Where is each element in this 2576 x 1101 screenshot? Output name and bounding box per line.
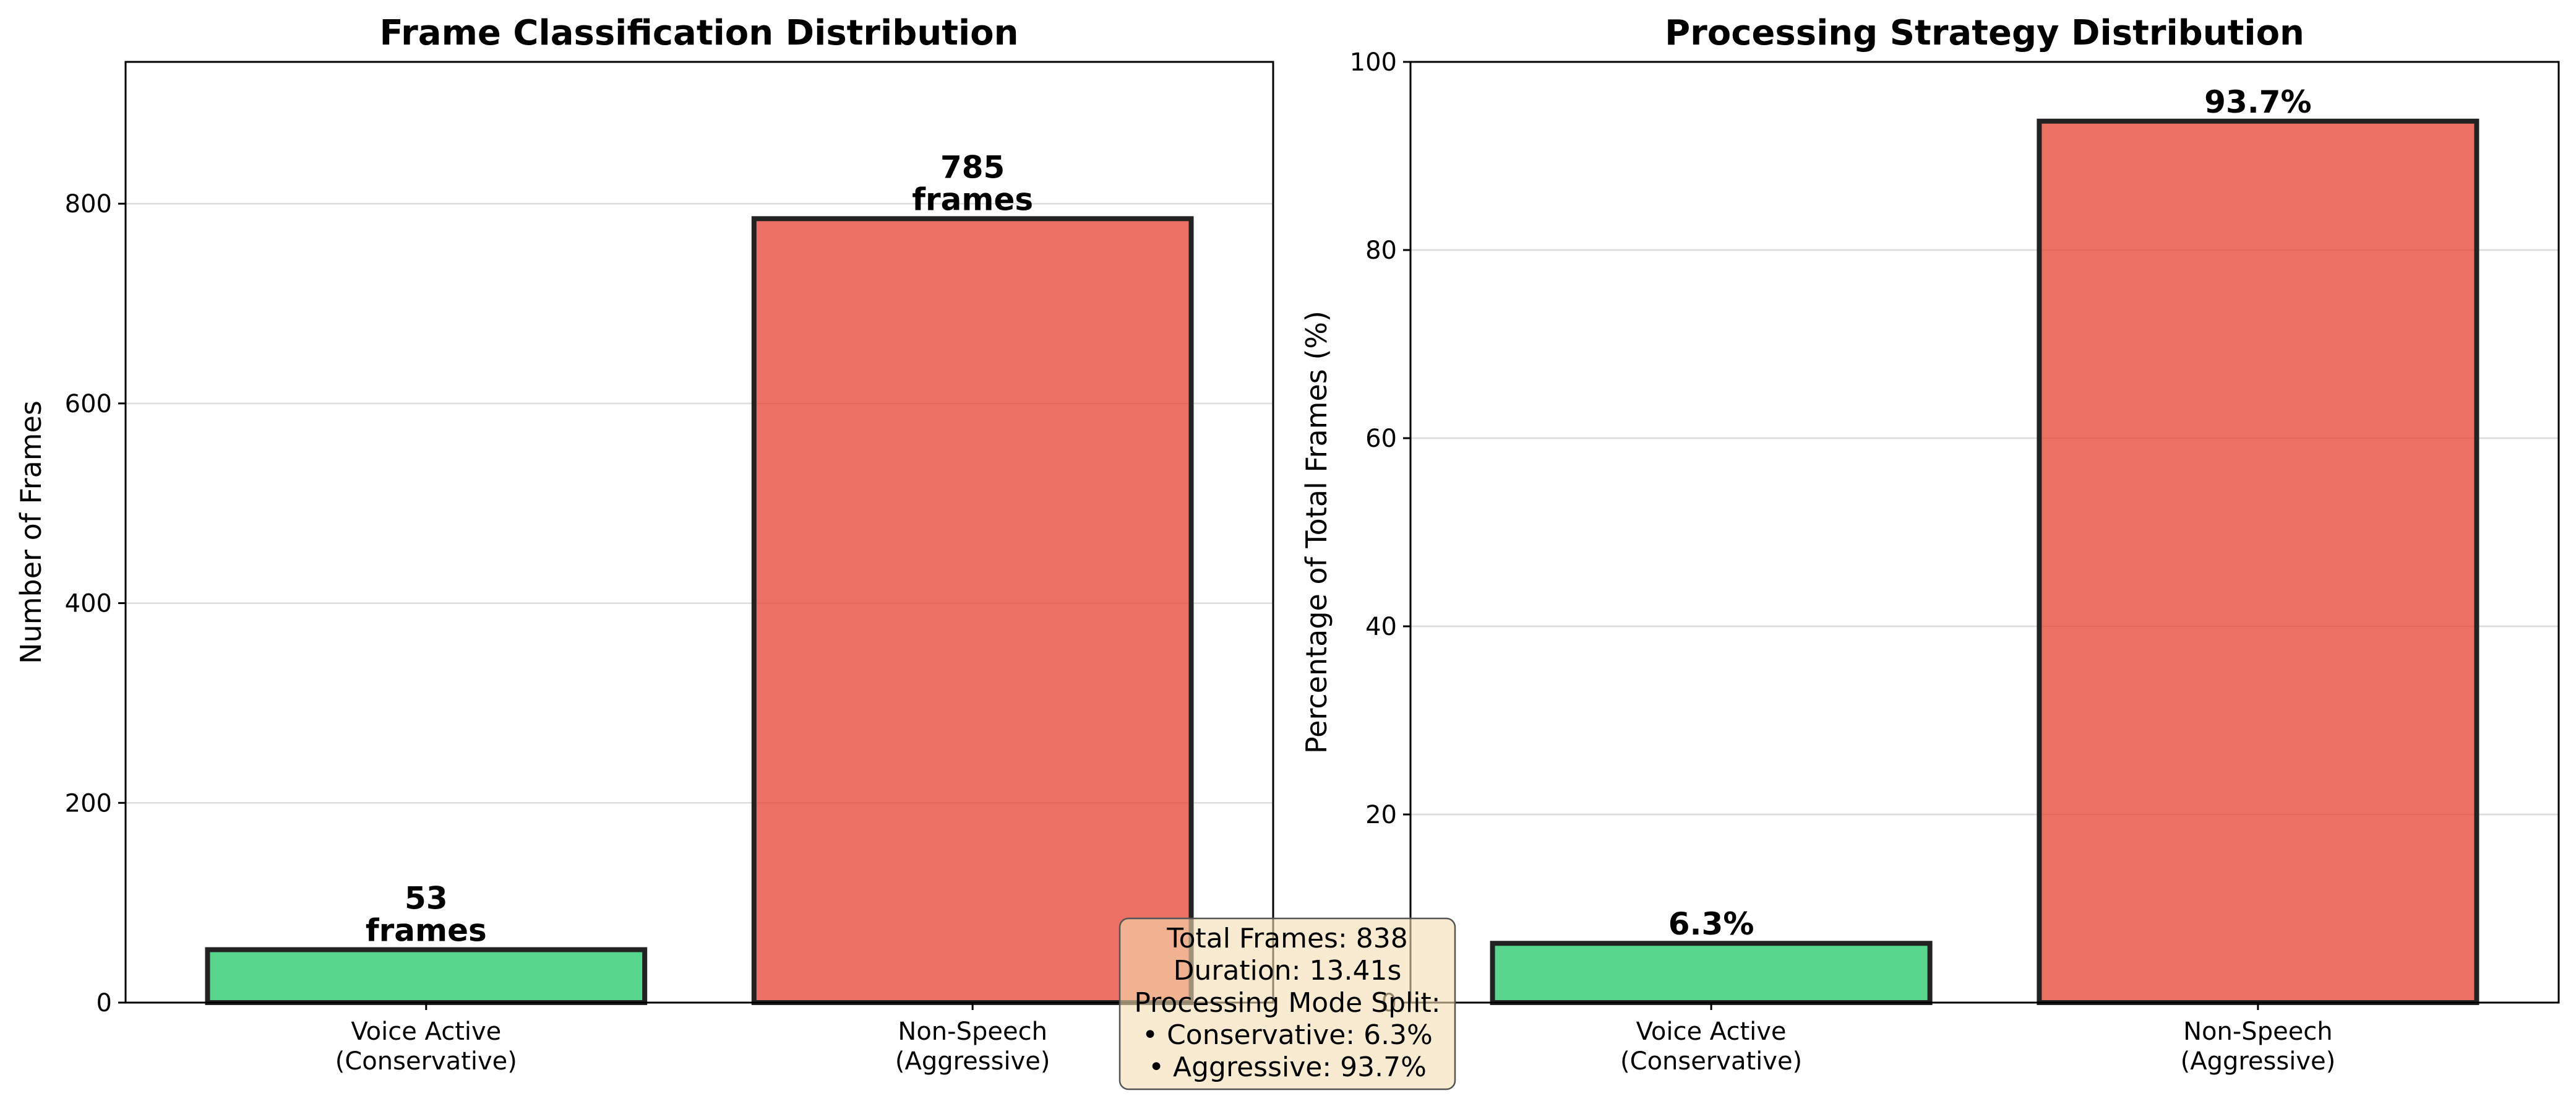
x-ticks: Voice Active(Conservative) Non-Speech(Agg… (335, 1003, 1050, 1076)
chart-title: Frame Classification Distribution (380, 13, 1019, 53)
chart-frame-classification: Frame Classification Distribution Number… (14, 13, 1274, 1076)
summary-box: Total Frames: 838 Duration: 13.41s Proce… (1118, 917, 1456, 1090)
data-labels: 6.3% 93.7% (1668, 84, 2312, 942)
y-tick-label: 20 (1365, 801, 1397, 829)
y-tick-label: 60 (1365, 425, 1397, 453)
y-tick-label: 0 (97, 989, 112, 1017)
x-tick-label: (Conservative) (335, 1047, 517, 1076)
y-axis-label: Percentage of Total Frames (%) (1300, 311, 1333, 754)
x-tick-label: Non-Speech (898, 1017, 1047, 1046)
bar (205, 947, 648, 1006)
chart-title: Processing Strategy Distribution (1665, 13, 2304, 53)
summary-line: Duration: 13.41s (1174, 955, 1402, 987)
plot-area-frame (124, 61, 1274, 1004)
x-tick-label: (Conservative) (1620, 1047, 1802, 1076)
data-label: 93.7% (2204, 84, 2311, 120)
x-tick-label: Non-Speech (2183, 1017, 2333, 1046)
summary-box-background (1118, 917, 1456, 1090)
y-tick-label: 200 (65, 789, 112, 818)
x-tick-label: Voice Active (351, 1017, 501, 1046)
data-label: 53 (405, 880, 448, 916)
bar (1490, 941, 1933, 1005)
plot-area-frame (1409, 61, 2560, 1004)
summary-line: • Conservative: 6.3% (1142, 1019, 1433, 1051)
summary-line: Processing Mode Split: (1134, 987, 1440, 1019)
y-tick-label: 600 (65, 390, 112, 418)
chart-processing-strategy: Processing Strategy Distribution Percent… (1300, 13, 2560, 1076)
x-tick-label: (Aggressive) (895, 1047, 1050, 1076)
x-tick-label: Voice Active (1636, 1017, 1787, 1046)
summary-line: • Aggressive: 93.7% (1148, 1051, 1427, 1083)
data-label: 785 (940, 149, 1005, 185)
summary-line: Total Frames: 838 (1166, 923, 1408, 954)
bar (751, 216, 1194, 1005)
y-tick-label: 100 (1350, 48, 1397, 77)
y-ticks: 020406080100 (1350, 48, 1410, 1017)
data-label: 6.3% (1668, 906, 1754, 942)
x-ticks: Voice Active(Conservative) Non-Speech(Agg… (1620, 1003, 2335, 1076)
data-label: frames (366, 912, 487, 948)
bars (205, 216, 1194, 1006)
x-tick-label: (Aggressive) (2181, 1047, 2336, 1076)
y-axis-label: Number of Frames (14, 400, 48, 664)
data-label: frames (912, 181, 1033, 217)
y-tick-label: 400 (65, 590, 112, 618)
y-tick-label: 80 (1365, 236, 1397, 265)
y-tick-label: 40 (1365, 613, 1397, 641)
y-tick-label: 800 (65, 190, 112, 218)
bars (1490, 118, 2479, 1005)
y-ticks: 0 200 400 600 800 (65, 190, 126, 1017)
bar (2037, 118, 2479, 1005)
